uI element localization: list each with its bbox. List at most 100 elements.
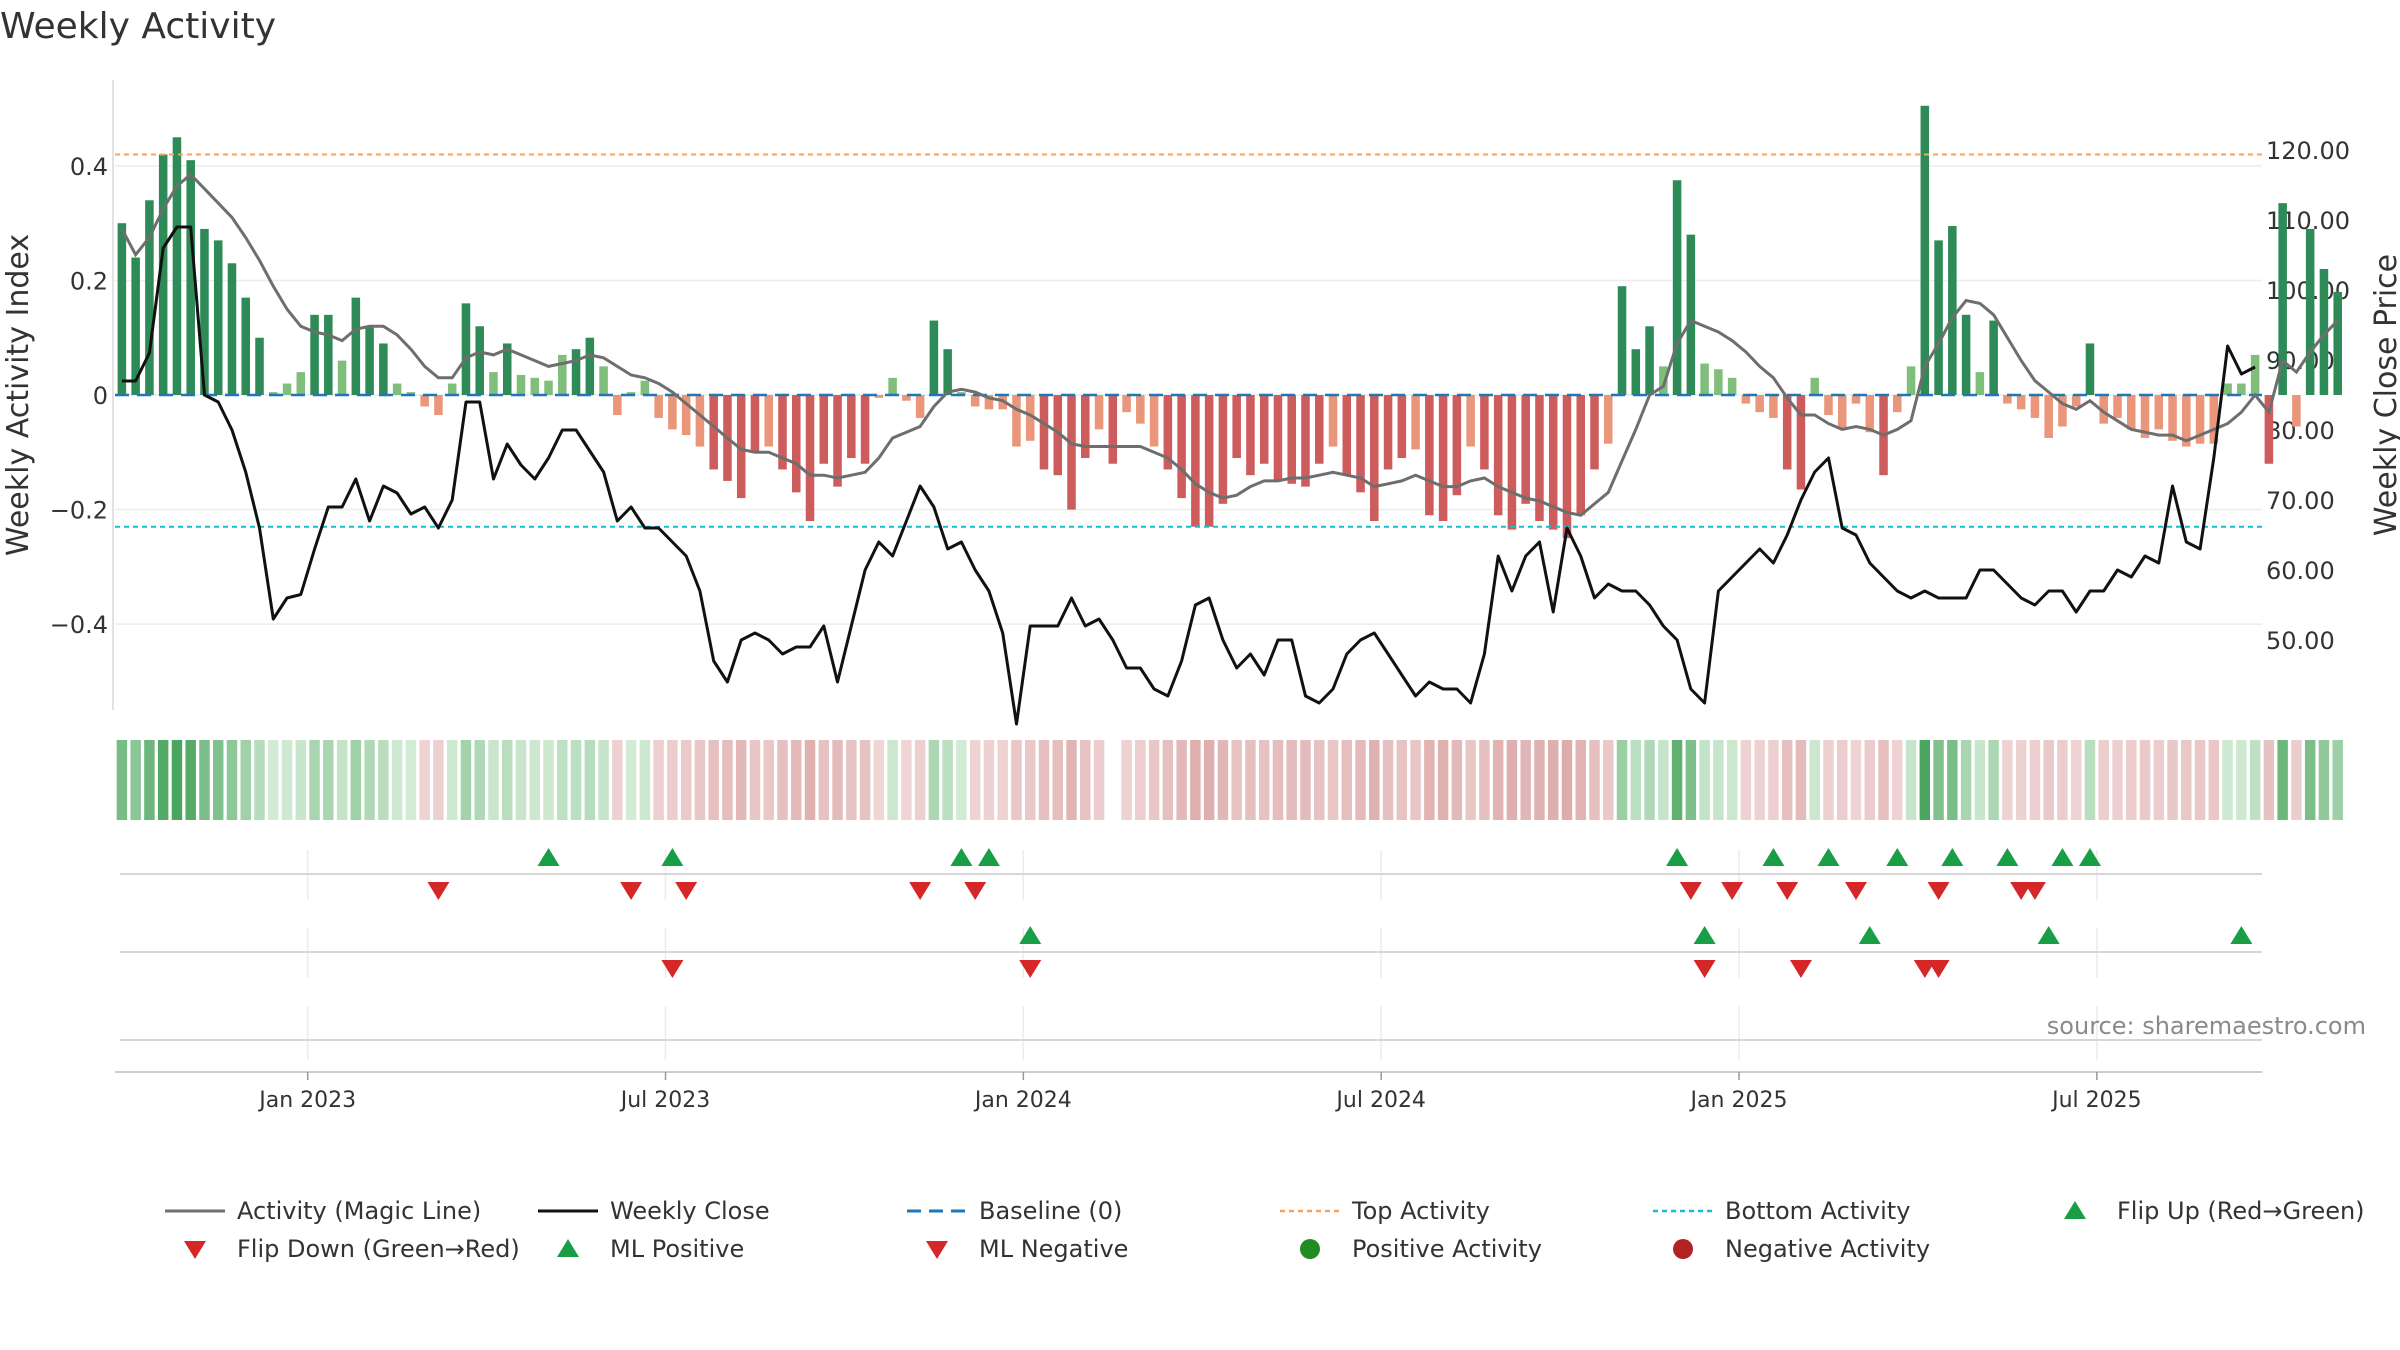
y2-tick-label: 70.00 (2266, 487, 2335, 515)
heat-cell (708, 740, 719, 820)
heat-cell (1823, 740, 1834, 820)
heat-cell (1768, 740, 1779, 820)
heat-cell (1492, 740, 1504, 820)
activity-bar (1769, 395, 1778, 418)
heat-cell (1658, 740, 1669, 820)
activity-bar (970, 395, 980, 407)
heat-cell (488, 740, 499, 820)
activity-bar (172, 137, 182, 396)
heat-cell (570, 740, 582, 820)
heat-cell (612, 740, 623, 820)
heat-cell (1534, 740, 1545, 820)
heat-cell (722, 740, 733, 820)
activity-bar (626, 392, 636, 395)
heat-cell (226, 740, 238, 820)
heat-cell (832, 740, 843, 820)
heat-cell (969, 740, 981, 820)
heat-cell (2112, 740, 2123, 820)
heat-cell (2043, 740, 2054, 820)
activity-bar (2209, 395, 2219, 444)
legend: Activity (Magic Line) Weekly Close Baselin… (165, 1197, 2365, 1263)
heat-cell (268, 740, 279, 820)
activity-bar (2126, 395, 2136, 430)
activity-bar (516, 374, 526, 395)
activity-bar (736, 395, 746, 499)
activity-bar (145, 200, 154, 395)
heat-cell (1300, 740, 1311, 820)
heat-cell (1960, 740, 1972, 820)
activity-bar (654, 395, 663, 418)
activity-bar (2154, 395, 2164, 430)
x-tick-label: Jul 2025 (2050, 1088, 2142, 1113)
heat-cell (2194, 740, 2206, 820)
activity-bar (1012, 395, 1021, 447)
x-axis: Jan 2023 Jul 2023 Jan 2024 Jul 2024 Jan 2025… (115, 1071, 2262, 1113)
heat-cell (1052, 740, 1063, 820)
activity-bar (1452, 395, 1462, 496)
heat-cell (1616, 740, 1628, 820)
activity-bar (1466, 395, 1475, 447)
x-tick-label: Jan 2024 (973, 1088, 1072, 1113)
activity-bar (695, 395, 705, 447)
flip-down-marker (1721, 882, 1744, 900)
activity-bar (1672, 180, 1682, 395)
heat-cell (1190, 740, 1201, 820)
activity-bar (1810, 377, 1819, 395)
activity-bar (2319, 269, 2329, 395)
heat-cell (859, 740, 871, 820)
heat-cell (1575, 740, 1586, 820)
activity-bar (1163, 395, 1173, 470)
flip-marker-rows (120, 848, 2262, 1060)
heat-cell (956, 740, 967, 820)
activity-bar (1081, 395, 1090, 458)
activity-bar (1122, 395, 1131, 413)
activity-bar (709, 395, 718, 470)
heat-cell (1424, 740, 1435, 820)
flip-up-marker (1886, 848, 1909, 866)
heat-cell (1093, 740, 1105, 820)
heat-cell (543, 740, 554, 820)
activity-bar (1645, 326, 1654, 395)
heat-cell (529, 740, 540, 820)
heat-cell (598, 740, 609, 820)
y2-axis-label: Weekly Close Price (2369, 254, 2400, 536)
heat-cell (1933, 740, 1944, 820)
heat-cell (1837, 740, 1848, 820)
activity-bar (1025, 395, 1035, 441)
legend-label: Flip Down (Green→Red) (237, 1235, 520, 1263)
heat-cell (2332, 740, 2343, 820)
heat-cell (281, 740, 293, 820)
activity-bar (1480, 395, 1489, 470)
activity-bar (1232, 395, 1241, 458)
x-tick-label: Jan 2025 (1689, 1088, 1788, 1113)
activity-bar (310, 314, 319, 395)
activity-bar (1576, 395, 1586, 516)
magic-line (120, 172, 2339, 517)
heat-cell (557, 740, 568, 820)
heat-cell (997, 740, 1008, 820)
activity-bar (874, 395, 884, 398)
x-tick-label: Jul 2024 (1334, 1088, 1426, 1113)
source-label: source: sharemaestro.com (2047, 1012, 2366, 1040)
heat-cell (1217, 740, 1229, 820)
activity-bar (1851, 395, 1861, 404)
activity-bar (860, 395, 870, 464)
activity-bar (213, 240, 223, 395)
activity-bar (1259, 395, 1269, 464)
activity-bar (502, 343, 512, 395)
heat-cell (804, 740, 816, 820)
activity-bar (1397, 395, 1407, 458)
heat-cell (735, 740, 747, 820)
activity-bar (1438, 395, 1448, 521)
heat-cell (1162, 740, 1174, 820)
heat-cell (1369, 740, 1380, 820)
y-tick-label: 0.2 (70, 267, 108, 295)
activity-bars (117, 105, 2342, 539)
activity-bar (2264, 395, 2274, 464)
heat-cell (446, 740, 458, 820)
heat-cell (2098, 740, 2109, 820)
heat-cell (2263, 740, 2275, 820)
heat-cell (1176, 740, 1187, 820)
y2-tick-label: 120.00 (2266, 137, 2350, 165)
activity-bar (2305, 228, 2315, 395)
